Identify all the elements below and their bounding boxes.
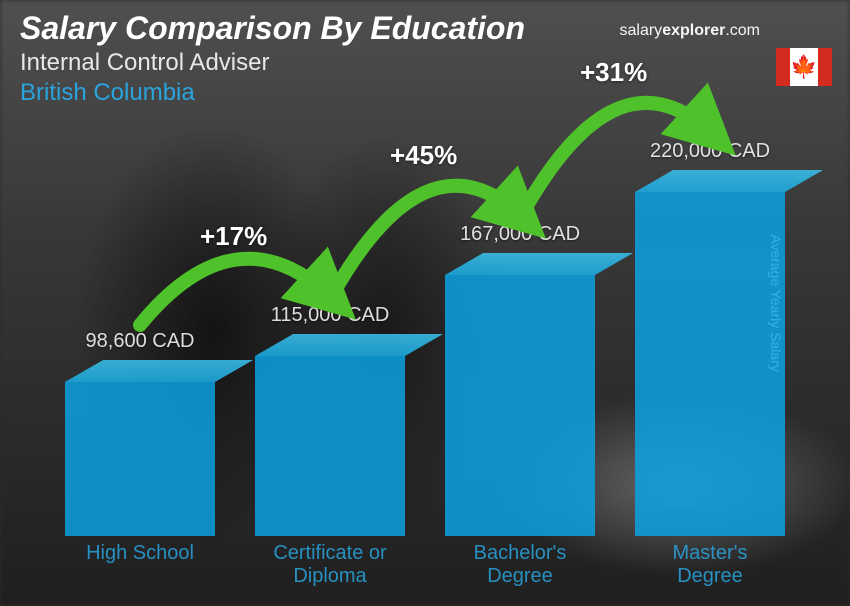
chart-location: British Columbia [20, 79, 525, 107]
watermark: salaryexplorer.com [620, 22, 761, 40]
arrow-2 [60, 140, 820, 536]
bar-label-2: Bachelor'sDegree [474, 542, 567, 588]
flag-canada: 🍁 [776, 48, 832, 86]
flag-red-left [776, 48, 790, 86]
pct-label-2: +31% [580, 57, 647, 88]
bar-label-1: Certificate orDiploma [273, 542, 386, 588]
bar-label-3: Master'sDegree [673, 542, 748, 588]
chart-title: Salary Comparison By Education [20, 10, 525, 47]
maple-leaf-icon: 🍁 [790, 56, 817, 78]
flag-white: 🍁 [790, 48, 818, 86]
watermark-part1: salary [620, 22, 663, 39]
bar-label-0: High School [86, 542, 194, 565]
watermark-part2: explorer [662, 22, 725, 39]
chart-subtitle: Internal Control Adviser [20, 49, 525, 77]
watermark-part3: .com [725, 22, 760, 39]
header: Salary Comparison By Education Internal … [20, 10, 525, 107]
container: Salary Comparison By Education Internal … [0, 0, 850, 606]
flag-red-right [818, 48, 832, 86]
chart-area: 98,600 CADHigh School115,000 CADCertific… [60, 140, 790, 536]
